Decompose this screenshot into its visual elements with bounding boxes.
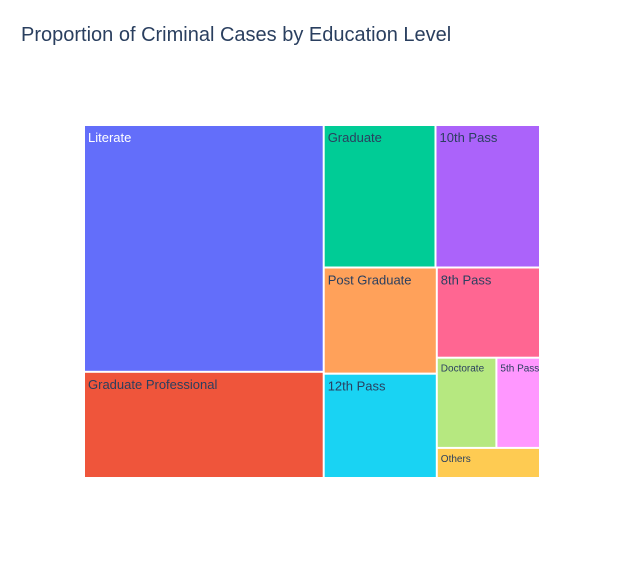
treemap-label-12th-pass: 12th Pass: [328, 379, 386, 394]
treemap-tile-5th-pass[interactable]: [497, 358, 539, 447]
treemap-label-graduate: Graduate: [328, 130, 382, 145]
treemap-label-graduate-professional: Graduate Professional: [88, 377, 217, 392]
treemap-label-10th-pass: 10th Pass: [440, 130, 498, 145]
treemap-label-others: Others: [441, 454, 471, 465]
treemap-tile-graduate-professional[interactable]: [85, 372, 323, 477]
treemap-tile-others[interactable]: [437, 448, 539, 477]
treemap-label-8th-pass: 8th Pass: [441, 273, 492, 288]
treemap-tile-10th-pass[interactable]: [436, 126, 540, 267]
treemap-tile-post-graduate[interactable]: [324, 268, 436, 373]
treemap-label-doctorate: Doctorate: [441, 364, 485, 375]
treemap-tile-literate[interactable]: [85, 126, 323, 371]
treemap-tile-doctorate[interactable]: [437, 358, 496, 447]
treemap-label-post-graduate: Post Graduate: [328, 273, 412, 288]
treemap-label-literate: Literate: [88, 130, 131, 145]
chart-title: Proportion of Criminal Cases by Educatio…: [21, 24, 452, 46]
treemap-tile-8th-pass[interactable]: [437, 268, 539, 357]
treemap-label-5th-pass: 5th Pass: [500, 364, 539, 375]
treemap-tile-graduate[interactable]: [324, 126, 435, 267]
treemap-tile-12th-pass[interactable]: [324, 374, 436, 477]
